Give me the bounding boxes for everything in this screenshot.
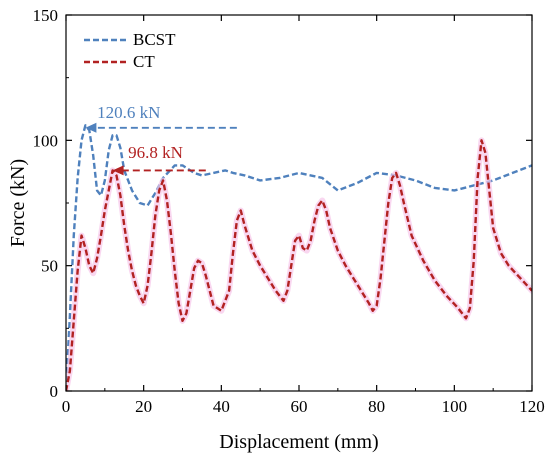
x-tick-label: 40	[213, 397, 230, 416]
x-tick-label: 20	[135, 397, 152, 416]
annotation-label: 120.6 kN	[97, 103, 160, 122]
legend-label: CT	[133, 52, 155, 71]
annotation-arrowhead	[85, 122, 97, 133]
ct-series-line	[66, 139, 532, 391]
x-tick-label: 120	[519, 397, 545, 416]
plot-area	[66, 15, 532, 391]
legend-label: BCST	[133, 30, 176, 49]
x-tick-label: 0	[62, 397, 71, 416]
annotation-label: 96.8 kN	[128, 143, 183, 162]
x-tick-label: 80	[368, 397, 385, 416]
x-axis-title: Displacement (mm)	[219, 431, 378, 453]
bcst-series-line	[66, 124, 532, 391]
y-tick-label: 0	[50, 382, 59, 401]
axes-layer: 0 20 40 60 80 100 120 0 50 100 150	[33, 6, 545, 416]
y-axis-title: Force (kN)	[7, 159, 29, 247]
y-tick-label: 100	[33, 131, 59, 150]
annotation-layer: 120.6 kN 96.8 kN	[85, 103, 237, 176]
y-tick-label: 150	[33, 6, 59, 25]
x-tick-label: 60	[291, 397, 308, 416]
x-tick-label: 100	[442, 397, 468, 416]
annotation-arrowhead	[112, 165, 124, 176]
y-tick-label: 50	[41, 257, 58, 276]
series-layer	[66, 124, 532, 391]
legend: BCST CT	[84, 30, 176, 71]
